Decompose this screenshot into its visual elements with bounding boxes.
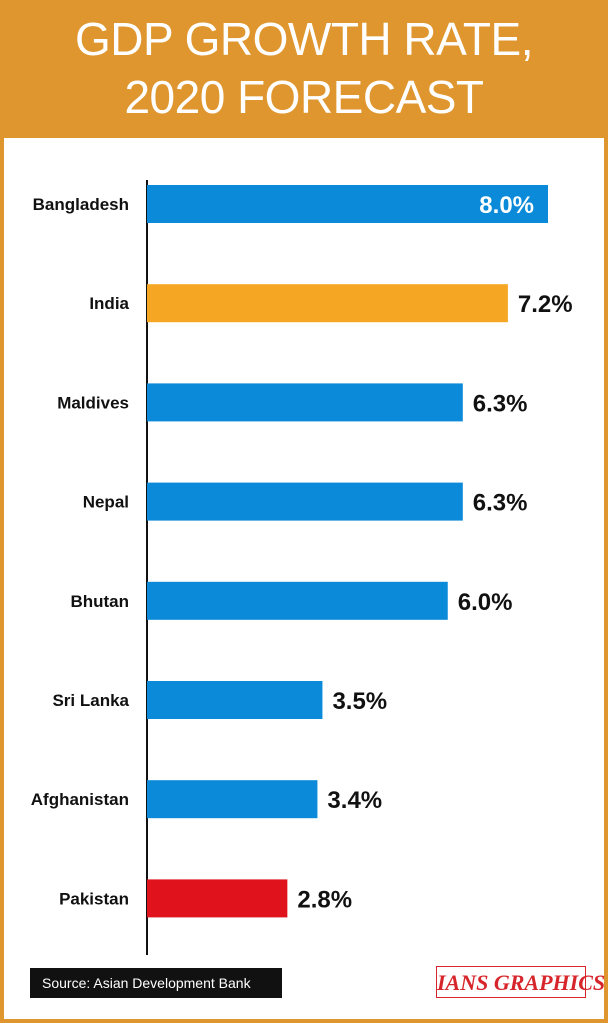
category-label: Maldives <box>57 393 129 412</box>
category-label: Bangladesh <box>33 195 129 214</box>
ians-graphics-logo: IANS GRAPHICS <box>436 966 605 998</box>
value-label: 7.2% <box>518 291 573 318</box>
value-label: 6.3% <box>473 490 528 517</box>
category-label: Pakistan <box>59 889 129 908</box>
bar <box>147 879 288 918</box>
bar <box>147 581 448 620</box>
title-banner: GDP GROWTH RATE, 2020 FORECAST <box>0 0 608 138</box>
category-label: Afghanistan <box>31 790 129 809</box>
value-label: 3.5% <box>332 688 387 715</box>
chart-title-line-1: GDP GROWTH RATE, <box>75 13 533 65</box>
value-label: 2.8% <box>297 886 352 913</box>
bar <box>147 383 463 422</box>
bar <box>147 185 548 223</box>
category-label: Nepal <box>83 493 129 512</box>
value-label: 8.0% <box>479 192 534 219</box>
bar-chart: Bangladesh 8.0% India 7.2% Maldives 6.3% Nepal… <box>31 180 573 955</box>
category-label: India <box>89 294 129 313</box>
bar <box>147 681 323 719</box>
bar <box>147 780 318 819</box>
chart-title-line-2: 2020 FORECAST <box>124 71 484 123</box>
bar <box>147 284 508 323</box>
category-label: Sri Lanka <box>52 691 129 710</box>
value-label: 6.3% <box>473 390 528 417</box>
source-note: Source: Asian Development Bank <box>30 968 282 998</box>
value-label: 3.4% <box>327 787 382 814</box>
bar <box>147 482 463 521</box>
value-label: 6.0% <box>458 589 513 616</box>
category-label: Bhutan <box>70 592 129 611</box>
